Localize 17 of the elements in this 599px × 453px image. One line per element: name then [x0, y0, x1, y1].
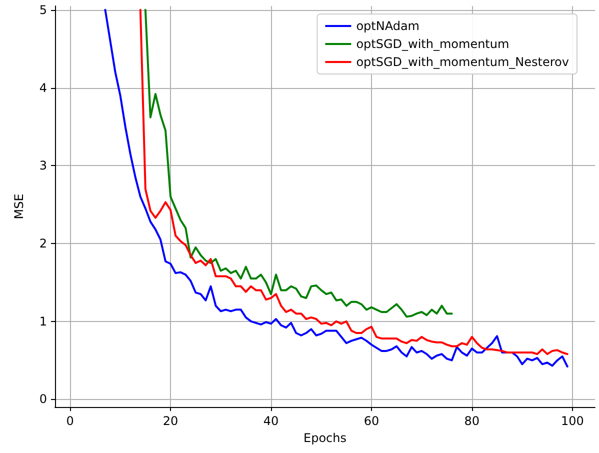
- x-tick-label: 60: [364, 414, 380, 428]
- y-tick-label: 2: [39, 236, 47, 250]
- legend-label: optSGD_with_momentum: [356, 37, 510, 51]
- y-tick-label: 1: [39, 314, 47, 328]
- y-tick-label: 5: [39, 2, 47, 17]
- legend-label: optSGD_with_momentum_Nesterov: [356, 55, 570, 69]
- x-tick-label: 20: [162, 414, 178, 428]
- x-tick-label: 40: [263, 414, 279, 428]
- x-tick-label: 100: [560, 414, 584, 428]
- y-tick-label: 3: [39, 158, 47, 173]
- y-tick-label: 0: [39, 392, 47, 406]
- legend-label: optNAdam: [356, 19, 420, 33]
- x-tick-label: 80: [464, 414, 480, 428]
- y-tick-label: 4: [39, 80, 47, 95]
- x-tick-label: 0: [66, 414, 74, 428]
- y-axis-title: MSE: [12, 194, 26, 220]
- x-axis-title: Epochs: [304, 430, 346, 445]
